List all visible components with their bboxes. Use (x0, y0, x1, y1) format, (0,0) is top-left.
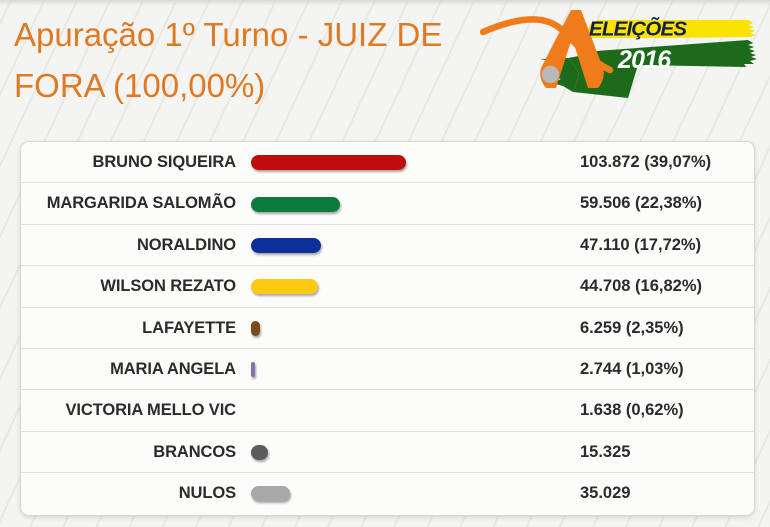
svg-text:ELEIÇÕES: ELEIÇÕES (589, 17, 687, 41)
svg-text:2016: 2016 (617, 46, 672, 74)
